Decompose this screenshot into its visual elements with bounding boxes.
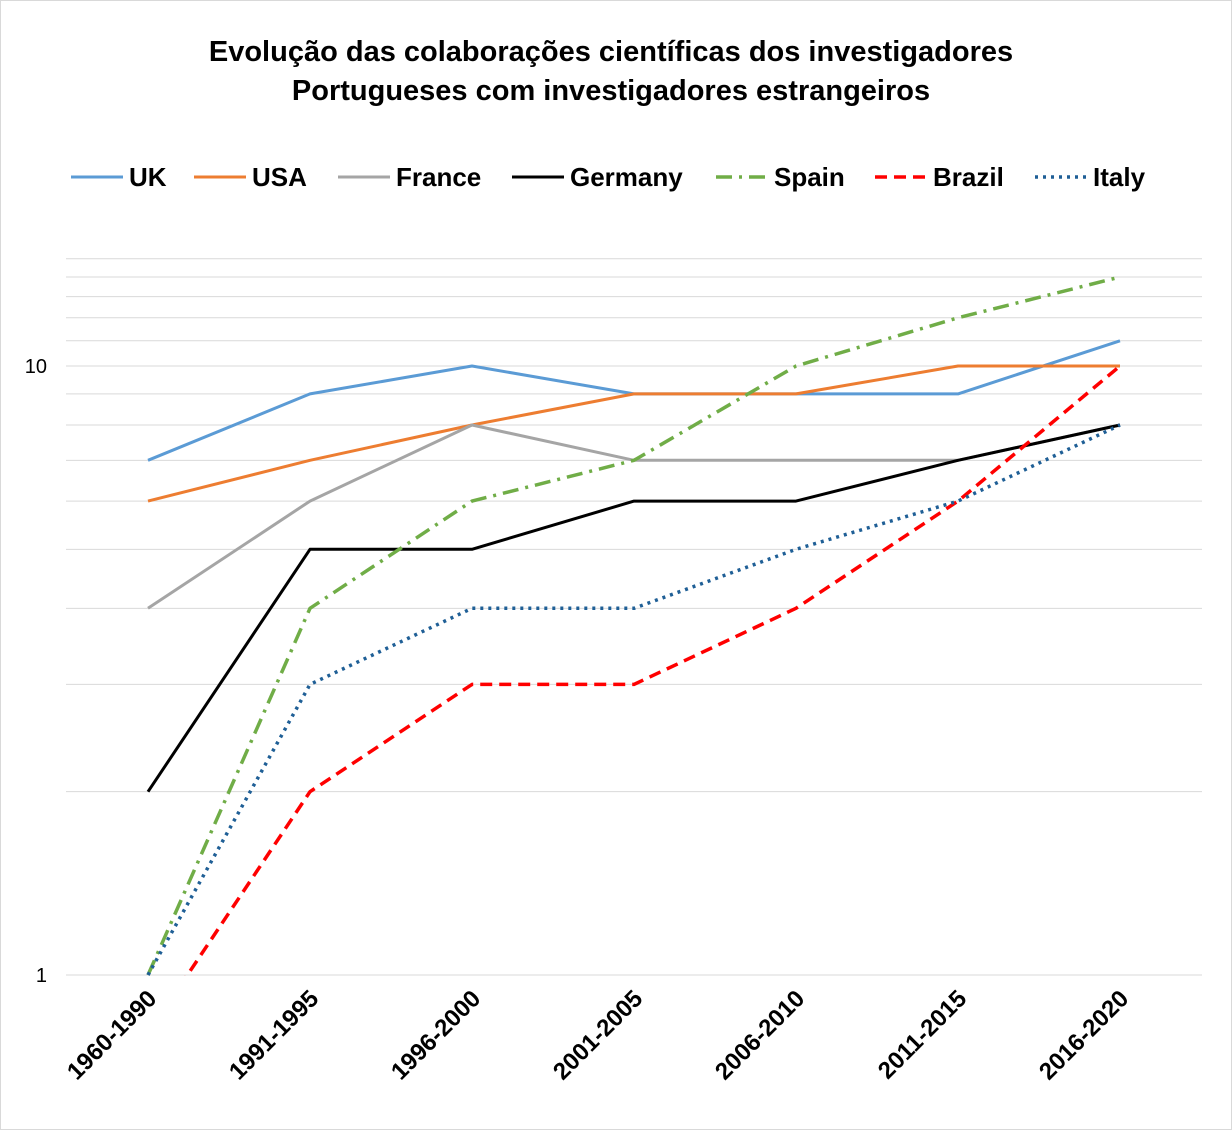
series-line-usa: [147, 364, 1120, 503]
x-tick-label: 1996-2000: [386, 985, 486, 1085]
legend-label-usa: USA: [252, 162, 307, 192]
y-tick-label: 10: [25, 356, 47, 378]
y-tick-label: 1: [36, 965, 47, 987]
x-tick-label: 2006-2010: [710, 985, 810, 1085]
series-line-france: [147, 423, 1121, 610]
series-line-brazil: [184, 364, 1122, 976]
x-tick-label: 2011-2015: [873, 985, 972, 1084]
y-axis: 1 10: [25, 356, 47, 987]
chart-title-line1: Evolução das colaborações científicas do…: [209, 36, 1013, 68]
series-line-spain: [146, 275, 1121, 976]
series-line-uk: [147, 339, 1121, 462]
x-axis: 1960-1990 1991-1995 1996-2000 2001-2005 2006…: [62, 985, 1134, 1085]
chart-title-line2: Portugueses com investigadores estrangei…: [292, 75, 930, 107]
x-tick-label: 1960-1990: [62, 985, 162, 1085]
legend-label-spain: Spain: [774, 162, 845, 192]
x-tick-label: 2016-2020: [1034, 985, 1134, 1085]
series-line-italy: [146, 423, 1121, 976]
x-tick-label: 1991-1995: [224, 985, 324, 1085]
series-lines: [146, 275, 1122, 976]
legend-label-france: France: [396, 162, 481, 192]
legend-label-uk: UK: [129, 162, 167, 192]
legend-label-germany: Germany: [570, 162, 683, 192]
series-line-germany: [146, 423, 1121, 793]
x-tick-label: 2001-2005: [548, 985, 648, 1085]
legend-label-italy: Italy: [1093, 162, 1146, 192]
legend: UK USA France Germany Spain Brazil Italy: [71, 162, 1146, 192]
legend-label-brazil: Brazil: [933, 162, 1004, 192]
